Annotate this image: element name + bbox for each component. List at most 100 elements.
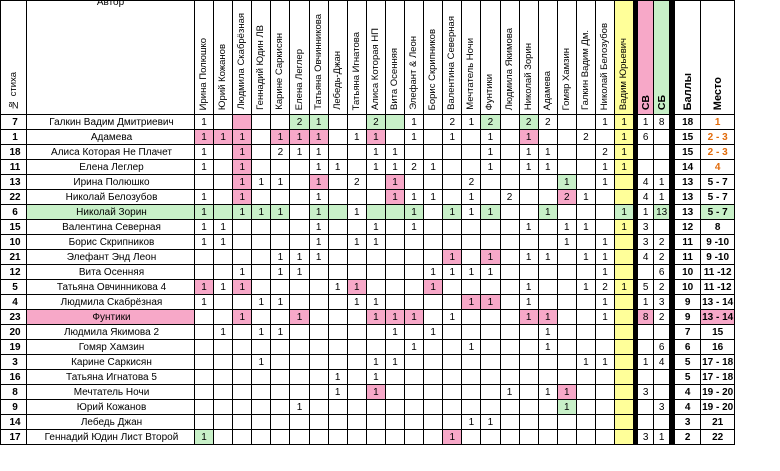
vote-cell	[289, 384, 310, 400]
vote-value: 1	[373, 371, 379, 383]
vote-cell	[404, 234, 425, 250]
vote-cell	[327, 399, 348, 415]
sum-value: 4	[684, 386, 691, 398]
table-row: 5 Татьяна Овчинникова 4 1 1 1 1 1 1 1 1 2 1 5 2 10 11 -…	[0, 279, 736, 295]
poem-number: 4	[12, 296, 18, 308]
place-cell: 9 -10	[700, 249, 736, 265]
vote-cell	[213, 174, 234, 190]
vote-value: 1	[525, 296, 532, 308]
author-cell: Татьяна Овчинникова 4	[26, 279, 195, 295]
vote-cell: 1	[289, 249, 310, 265]
vote-cell	[594, 429, 616, 445]
poem-number-cell: 7	[0, 114, 27, 130]
vote-cell: 1	[461, 294, 482, 310]
vote-value: 1	[392, 311, 398, 323]
sum-value: 15	[682, 131, 694, 143]
poem-number: 14	[9, 416, 21, 428]
vote-value: 1	[430, 191, 436, 203]
vote-cell: 1	[614, 219, 635, 235]
table-row: 22 Николай Белозубов 1 1 1 1 1 1 1 2 2 1 4 1 13 5 - 7	[0, 189, 736, 205]
vote-cell	[289, 204, 310, 220]
jury-header: Вадим Юрьевич	[614, 0, 635, 115]
vote-cell: 1	[518, 219, 539, 235]
sum-cell: 15	[674, 144, 702, 160]
vote-cell	[480, 384, 501, 400]
vote-cell	[518, 234, 539, 250]
jury-name: Элефант & Леон	[408, 36, 420, 110]
vote-cell: 1	[442, 309, 463, 325]
vote-cell: 1	[537, 324, 558, 340]
sv-cell: 5	[637, 279, 655, 295]
sv-cell: 1	[637, 294, 655, 310]
vote-cell: 1	[537, 159, 558, 175]
vote-cell	[327, 429, 348, 445]
place-value: 9 -10	[706, 251, 730, 263]
vote-cell	[614, 249, 635, 265]
vote-cell	[423, 294, 444, 310]
vote-cell	[270, 414, 291, 430]
vote-cell	[327, 294, 348, 310]
vote-cell	[346, 369, 367, 385]
vote-cell	[289, 369, 310, 385]
vote-cell	[575, 144, 596, 160]
vote-cell	[251, 384, 272, 400]
vote-cell	[461, 219, 482, 235]
vote-cell	[213, 114, 234, 130]
sv-value: 4	[642, 251, 649, 263]
jury-header: Николай Зорин	[518, 0, 539, 115]
poem-number: 6	[12, 206, 18, 218]
vote-value: 1	[564, 236, 570, 248]
vote-cell: 1	[404, 129, 425, 145]
sb-cell: 2	[653, 249, 671, 265]
author-cell: Фунтики	[26, 309, 195, 325]
table-row: 4 Людмила Скабрёзная 1 1 1 1 1 1 1 1 1 1 3 9 13 - 14	[0, 294, 736, 310]
jury-name: Борис Скрипников	[427, 28, 439, 110]
vote-cell	[346, 159, 367, 175]
vote-value: 1	[373, 161, 379, 173]
jury-name: Алиса Которая НП	[369, 27, 381, 110]
vote-value: 1	[201, 161, 207, 173]
sum-value: 4	[684, 401, 691, 413]
author-name: Галкин Вадим Дмитриевич	[49, 116, 174, 128]
vote-value: 1	[392, 146, 398, 158]
vote-cell: 1	[270, 174, 291, 190]
vote-cell: 1	[404, 114, 425, 130]
vote-value: 1	[564, 386, 570, 398]
vote-cell	[213, 369, 234, 385]
vote-cell: 1	[365, 384, 386, 400]
author-name: Геннадий Юдин Лист Второй	[44, 431, 179, 443]
jury-header: Лебедь-Джан	[327, 0, 348, 115]
vote-cell	[384, 369, 406, 385]
vote-cell: 1	[270, 249, 291, 265]
vote-cell	[461, 309, 482, 325]
vote-cell: 1	[442, 129, 463, 145]
sum-value: 11	[682, 251, 693, 263]
vote-value: 1	[277, 326, 284, 338]
vote-value: 2	[373, 116, 379, 128]
vote-cell: 1	[308, 114, 329, 130]
vote-cell: 1	[594, 264, 616, 280]
author-name: Елена Леглер	[79, 161, 144, 173]
vote-cell	[480, 189, 501, 205]
vote-cell	[480, 339, 501, 355]
jury-header: Юрий Кожанов	[213, 0, 234, 115]
vote-cell	[365, 204, 386, 220]
vote-cell	[384, 429, 406, 445]
place-value: 17 - 18	[702, 356, 734, 368]
author-name: Вита Осенняя	[78, 266, 145, 278]
sb-cell	[653, 144, 671, 160]
place-cell: 19 - 20	[700, 384, 736, 400]
sv-cell	[637, 369, 655, 385]
vote-value: 2	[411, 161, 417, 173]
vote-value: 1	[430, 161, 436, 173]
sum-value: 6	[684, 341, 691, 353]
vote-cell	[518, 369, 539, 385]
vote-cell	[232, 399, 253, 415]
vote-cell	[270, 384, 291, 400]
vote-value: 1	[373, 356, 379, 368]
vote-cell	[365, 249, 386, 265]
sb-cell: 8	[653, 114, 671, 130]
vote-cell: 1	[308, 144, 329, 160]
vote-cell: 1	[251, 204, 272, 220]
sum-value: 11	[682, 236, 693, 248]
